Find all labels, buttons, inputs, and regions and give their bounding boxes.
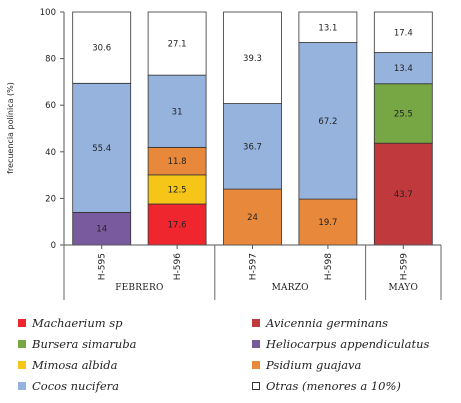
data-label: 36.7 <box>243 142 262 152</box>
data-label: 13.4 <box>394 64 413 74</box>
legend-swatch <box>252 340 260 348</box>
legend-swatch <box>18 361 26 369</box>
legend-swatch <box>18 340 26 348</box>
data-label: 24 <box>247 213 258 223</box>
data-label: 67.2 <box>318 117 337 127</box>
legend-item: Otras (menores a 10%) <box>252 379 401 393</box>
data-label: 55.4 <box>92 144 111 154</box>
data-label: 13.1 <box>318 23 337 33</box>
y-tick-label: 0 <box>51 241 56 251</box>
data-label: 30.6 <box>92 44 111 54</box>
data-labels: 14 55.4 30.6 17.6 12.5 11.8 31 27.1 24 36.7 39.3 19… <box>92 23 413 234</box>
data-label: 27.1 <box>168 40 187 50</box>
bar-segment <box>373 142 433 246</box>
stacked-bar-chart: 14 55.4 30.6 17.6 12.5 11.8 31 27.1 24 36.7 39.3 19… <box>6 8 442 300</box>
x-tick-label: H-597 <box>249 253 259 280</box>
bar-segment <box>72 82 132 213</box>
bar-segment <box>223 11 282 104</box>
group-label: MARZO <box>272 283 309 293</box>
legend-item: Mimosa albida <box>18 358 118 372</box>
y-tick-label: 40 <box>45 148 56 158</box>
legend-item: Bursera simaruba <box>18 337 137 351</box>
data-label: 14 <box>96 225 107 235</box>
legend-label: Otras (menores a 10%) <box>266 379 401 393</box>
axes: 0 20 40 60 80 100 FEBRERO MARZO MAYO H-595 H-596 H-… <box>40 8 442 300</box>
data-label: 25.5 <box>394 109 413 119</box>
bar-segment <box>72 11 132 84</box>
legend-label: Avicennia germinans <box>266 316 389 330</box>
bar-segment <box>147 74 207 148</box>
data-label: 17.6 <box>168 220 187 230</box>
legend-swatch <box>18 319 26 327</box>
legend-label: Bursera simaruba <box>32 337 137 351</box>
data-label: 39.3 <box>243 54 262 64</box>
y-tick-label: 20 <box>45 194 56 204</box>
legend-swatch <box>18 382 26 390</box>
data-label: 43.7 <box>394 190 413 200</box>
group-label: FEBRERO <box>115 283 163 293</box>
bar-segment <box>147 203 207 246</box>
legend-label: Cocos nucifera <box>32 379 119 393</box>
bar-segment <box>373 11 433 53</box>
y-tick-label: 100 <box>40 8 56 18</box>
legend-item: Machaerium sp <box>18 316 123 330</box>
legend-label: Machaerium sp <box>32 316 123 330</box>
bar-segment <box>298 11 358 43</box>
bar-segment <box>298 42 358 200</box>
x-tick-label: H-596 <box>173 253 183 280</box>
data-label: 17.4 <box>394 28 413 38</box>
data-label: 11.8 <box>168 157 187 167</box>
bar-segment <box>373 83 433 144</box>
bar-segment <box>147 11 207 76</box>
data-label: 31 <box>172 107 183 117</box>
legend-label: Mimosa albida <box>32 358 118 372</box>
group-label: MAYO <box>389 283 418 293</box>
bar-segment <box>373 52 433 85</box>
legend: Machaerium sp Avicennia germinans Bursera … <box>0 312 461 402</box>
x-tick-label: H-598 <box>324 253 334 280</box>
y-axis-label: frecuencia polínica (%) <box>6 82 15 174</box>
bars <box>72 11 433 246</box>
legend-swatch <box>252 361 260 369</box>
data-label: 19.7 <box>318 218 337 228</box>
bar-segment <box>72 211 132 246</box>
x-tick-label: H-599 <box>399 253 409 280</box>
bar-segment <box>147 174 207 205</box>
legend-item: Cocos nucifera <box>18 379 119 393</box>
legend-label: Heliocarpus appendiculatus <box>266 337 430 351</box>
bar-segment <box>147 146 207 176</box>
y-tick-label: 80 <box>45 55 56 65</box>
legend-item: Avicennia germinans <box>252 316 388 330</box>
legend-label: Psidium guajava <box>266 358 362 372</box>
legend-swatch <box>252 382 260 390</box>
legend-item: Psidium guajava <box>252 358 361 372</box>
legend-item: Heliocarpus appendiculatus <box>252 337 429 351</box>
bar-segment <box>223 103 282 190</box>
y-tick-label: 60 <box>45 101 56 111</box>
x-tick-label: H-595 <box>98 253 108 280</box>
bar-segment <box>298 198 358 246</box>
legend-swatch <box>252 319 260 327</box>
data-label: 12.5 <box>168 185 187 195</box>
